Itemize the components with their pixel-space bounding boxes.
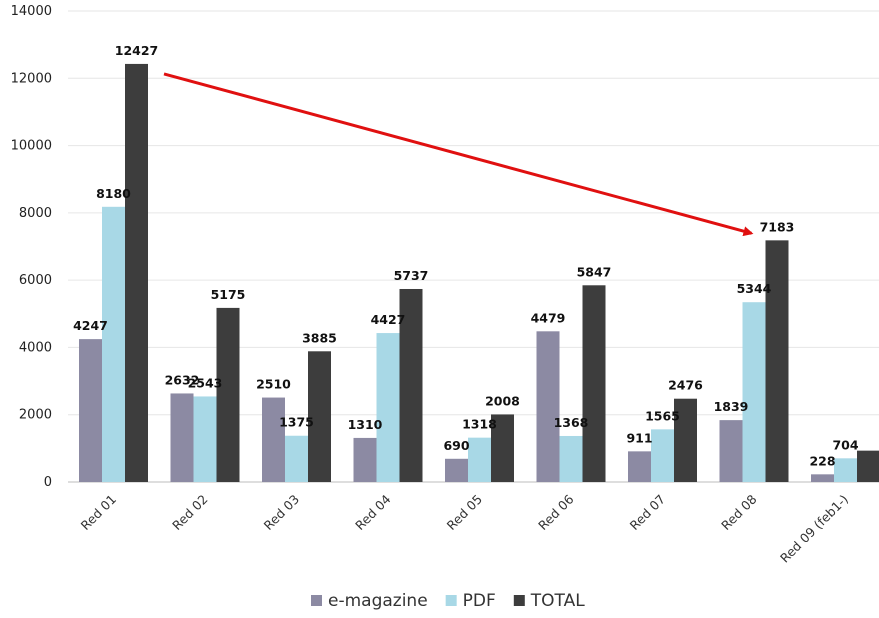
y-tick-label: 14000 [11,4,52,19]
data-label: 1375 [279,415,314,430]
legend-label: e-magazine [328,591,428,611]
x-tick-label: Red 04 [352,491,393,532]
data-label: 4479 [531,310,566,325]
data-label: 1839 [714,399,749,414]
bar [628,451,651,482]
trend-arrow [163,72,754,237]
bar [262,397,285,482]
data-label: 5847 [577,264,612,279]
data-label: 8180 [96,186,131,201]
data-label: 704 [832,437,858,452]
data-label: 2008 [485,393,520,408]
data-label: 1368 [554,415,589,430]
data-label: 5175 [211,287,246,302]
bar [765,240,789,482]
data-label: 228 [809,453,835,468]
arrow-line [163,72,754,237]
bar [491,414,514,482]
bar [353,437,377,482]
data-label: 690 [443,438,469,453]
bars [79,63,879,482]
legend: e-magazine PDF TOTAL [311,591,585,611]
data-label: 5737 [394,268,429,283]
legend-swatch [311,595,322,606]
x-tick-label: Red 08 [718,491,759,532]
data-label: 5344 [737,281,772,296]
bar [559,435,583,482]
data-label: 4427 [371,312,406,327]
bar [216,307,240,482]
legend-swatch [513,595,525,606]
bar [445,458,468,482]
bar [308,351,331,482]
x-tick-label: Red 06 [535,491,576,532]
bar [468,437,491,482]
bar [79,339,102,482]
bar [651,429,674,482]
y-tick-label: 8000 [19,206,52,221]
data-label: 2510 [256,377,291,392]
bar [719,420,743,482]
bar [811,474,834,482]
y-tick-label: 6000 [19,273,52,288]
legend-swatch [445,595,457,606]
legend-label: PDF [463,591,496,611]
bar [170,393,194,482]
bar [674,398,697,482]
legend-label: TOTAL [530,591,585,611]
bar [125,63,148,482]
x-tick-label: Red 01 [78,492,119,533]
data-label: 2632 [165,372,200,387]
data-labels: 4247 2632 2510 1310 690 4479 911 1839 228 8180 254… [73,43,859,468]
data-label: 2476 [668,378,703,393]
x-tick-label: Red 05 [444,492,485,533]
data-label: 3885 [302,330,337,345]
x-tick-label: Red 09 (feb1-) [777,492,851,566]
data-label: 1318 [462,417,497,432]
data-label: 911 [626,430,652,445]
data-label: 7183 [760,219,795,234]
bar [285,435,308,482]
y-tick-label: 0 [44,475,52,490]
y-tick-label: 12000 [11,71,52,86]
bar [536,331,560,482]
bar [102,206,125,482]
data-label: 4247 [73,318,108,333]
data-label: 1310 [348,417,383,432]
x-tick-label: Red 07 [627,492,668,533]
y-axis-tick-labels: 0 2000 4000 6000 8000 10000 12000 14000 [11,4,52,490]
x-axis-tick-labels: Red 01 Red 02 Red 03 Red 04 Red 05 Red 06 Red … [78,491,851,565]
x-tick-label: Red 03 [261,492,302,533]
bar [399,288,423,482]
y-tick-label: 10000 [11,139,52,154]
bar [376,333,400,482]
data-label: 2543 [188,375,223,390]
data-label: 12427 [115,43,159,58]
bar [582,285,606,482]
bar [834,458,857,482]
data-label: 1565 [645,408,680,423]
bar [742,302,766,482]
y-tick-label: 2000 [19,408,52,423]
bar [193,396,217,482]
y-tick-label: 4000 [19,340,52,355]
x-tick-label: Red 02 [169,492,210,533]
bar [857,450,879,482]
